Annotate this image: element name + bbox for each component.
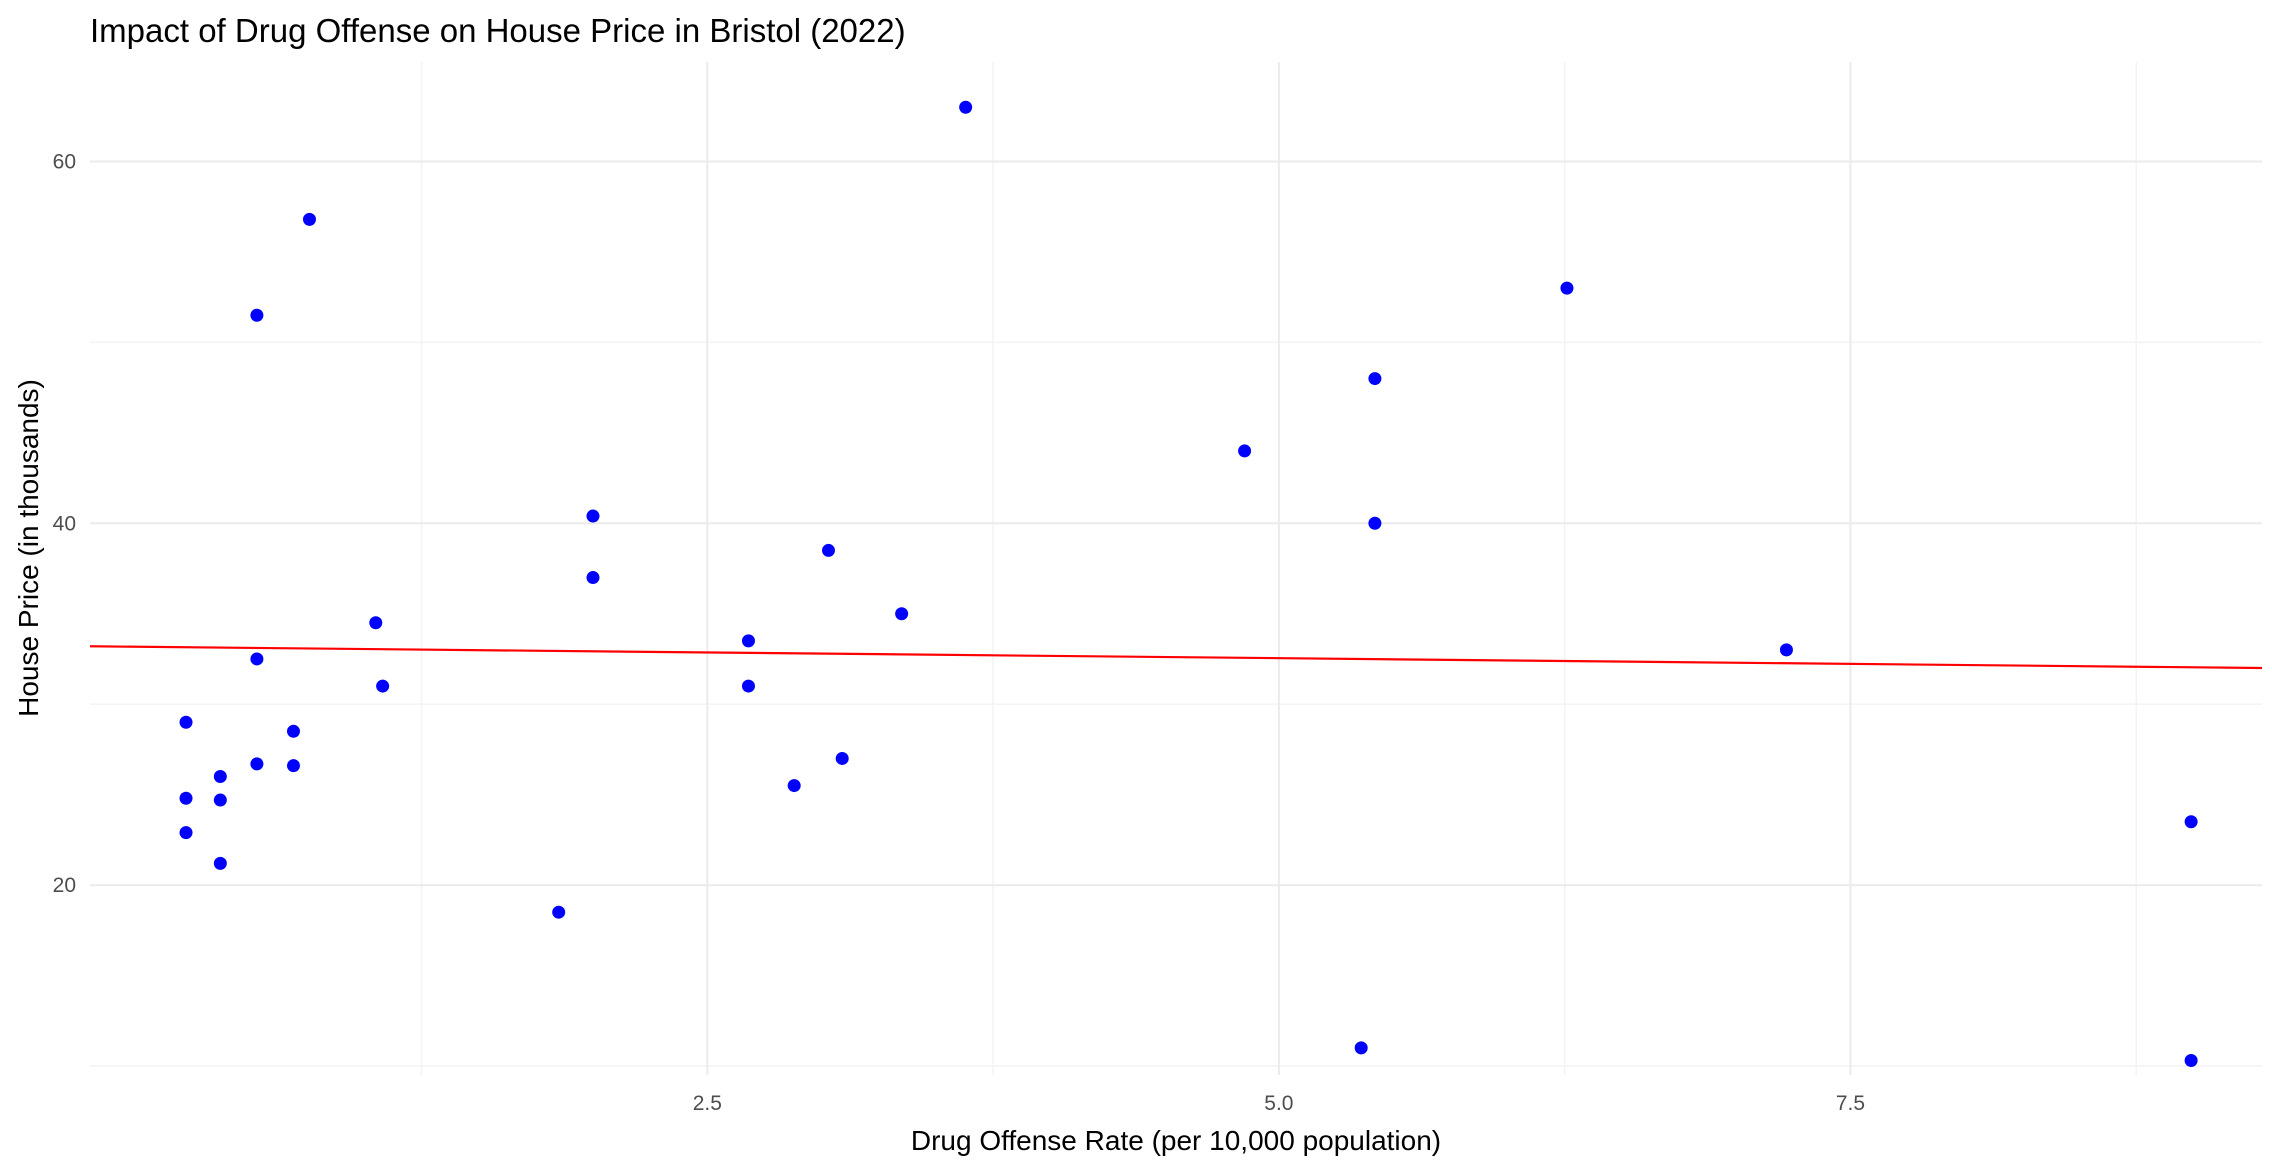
trend-line <box>89 645 2263 670</box>
x-axis-title: Drug Offense Rate (per 10,000 population… <box>911 1125 1441 1156</box>
grid-lines <box>90 62 2262 1075</box>
y-axis-title: House Price (in thousands) <box>13 379 44 717</box>
data-point <box>2184 1054 2198 1068</box>
y-axis-ticks: 20 40 60 <box>53 150 76 897</box>
data-point <box>369 616 383 630</box>
data-points <box>179 100 2198 1068</box>
data-point <box>1779 643 1793 657</box>
data-point <box>213 770 227 784</box>
x-axis-ticks: 2.5 5.0 7.5 <box>693 1092 1865 1115</box>
data-point <box>787 779 801 793</box>
data-point <box>959 100 973 114</box>
data-point <box>1354 1041 1368 1055</box>
data-point <box>250 757 264 771</box>
data-point <box>835 751 849 765</box>
data-point <box>586 571 600 585</box>
data-point <box>586 509 600 523</box>
chart-title: Impact of Drug Offense on House Price in… <box>90 12 906 49</box>
data-point <box>213 856 227 870</box>
data-point <box>1560 281 1574 295</box>
data-point <box>895 607 909 621</box>
data-point <box>1368 372 1382 386</box>
x-tick-label: 5.0 <box>1264 1092 1293 1115</box>
data-point <box>213 793 227 807</box>
data-point <box>302 212 316 226</box>
trend-line-layer <box>89 645 2263 670</box>
data-point <box>1238 444 1252 458</box>
x-tick-label: 7.5 <box>1836 1092 1865 1115</box>
data-point <box>179 791 193 805</box>
data-point <box>552 905 566 919</box>
data-point <box>741 679 755 693</box>
data-point <box>1368 516 1382 530</box>
data-point <box>821 543 835 557</box>
data-point <box>2184 815 2198 829</box>
data-point <box>179 715 193 729</box>
data-point <box>741 634 755 648</box>
data-point <box>376 679 390 693</box>
y-tick-label: 60 <box>53 150 76 173</box>
data-point <box>286 724 300 738</box>
data-point <box>250 652 264 666</box>
y-tick-label: 40 <box>53 512 76 535</box>
data-point <box>286 759 300 773</box>
data-point <box>179 826 193 840</box>
y-tick-label: 20 <box>53 874 76 897</box>
x-tick-label: 2.5 <box>693 1092 722 1115</box>
data-point <box>250 308 264 322</box>
